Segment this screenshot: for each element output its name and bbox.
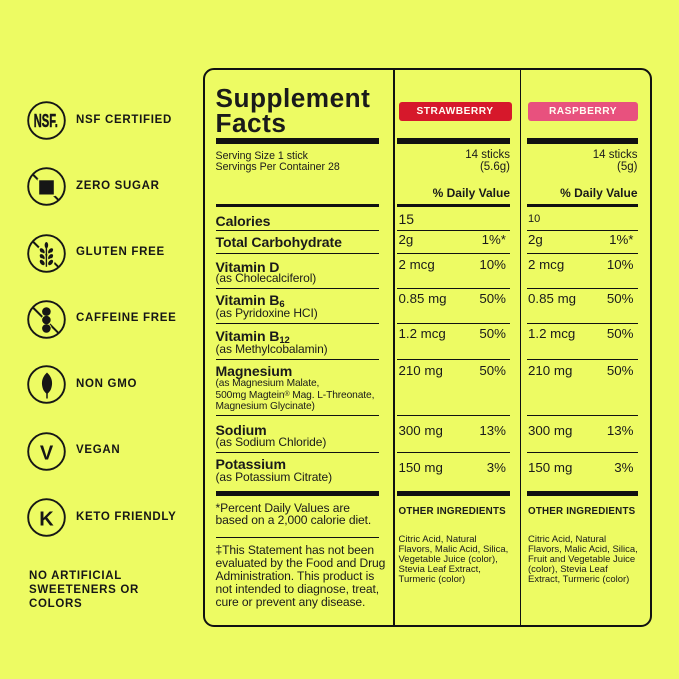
svg-text:V: V (40, 442, 54, 464)
svg-text:K: K (39, 509, 54, 531)
svg-text:NSF.: NSF. (34, 111, 58, 132)
